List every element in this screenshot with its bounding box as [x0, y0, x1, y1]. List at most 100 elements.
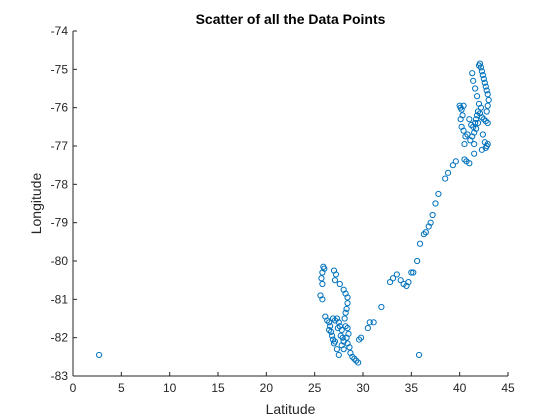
data-point	[471, 140, 478, 148]
data-point	[408, 269, 415, 276]
y-axis-ticks: -83 -82 -81 -80 -79 -78 -77 -76 -75 -74	[51, 24, 77, 383]
plot-area	[73, 31, 508, 376]
data-point	[483, 87, 490, 94]
data-point	[478, 146, 485, 153]
data-point	[335, 351, 342, 359]
data-point	[473, 93, 481, 100]
chart-title: Scatter of all the Data Points	[196, 11, 386, 27]
data-point	[96, 351, 103, 359]
x-tick-label: 0	[70, 381, 77, 395]
data-point	[329, 336, 337, 343]
data-point	[462, 133, 469, 140]
data-point	[370, 319, 377, 326]
data-point	[364, 324, 371, 332]
data-point	[342, 309, 349, 316]
y-tick-label: -74	[51, 24, 69, 38]
data-point	[332, 271, 340, 278]
data-point	[483, 108, 490, 115]
data-point	[476, 60, 484, 67]
data-point	[331, 338, 339, 345]
data-point	[318, 275, 325, 282]
data-point	[397, 277, 404, 284]
y-axis-label: Longitude	[28, 173, 44, 235]
data-point	[435, 190, 442, 198]
data-point	[343, 305, 350, 313]
data-point	[416, 240, 424, 247]
data-point	[461, 156, 468, 163]
data-point	[472, 119, 479, 127]
data-point	[420, 231, 427, 238]
data-point	[471, 150, 478, 157]
data-point	[344, 294, 351, 301]
data-point	[346, 344, 353, 351]
data-point	[478, 68, 485, 75]
data-point	[477, 64, 485, 71]
data-point	[485, 96, 492, 104]
data-point	[484, 119, 491, 127]
data-point	[469, 70, 476, 77]
y-tick-label: -77	[51, 139, 69, 153]
data-point	[344, 300, 351, 307]
x-tick-label: 40	[453, 381, 467, 395]
data-point	[484, 102, 491, 109]
data-point	[342, 323, 349, 330]
data-point	[460, 102, 467, 109]
data-point	[319, 296, 326, 303]
data-point	[326, 319, 333, 326]
data-point	[477, 104, 485, 111]
data-point	[328, 328, 335, 336]
y-tick-label: -75	[51, 62, 69, 76]
data-point	[333, 346, 340, 353]
data-point	[480, 116, 487, 123]
data-point	[328, 332, 336, 339]
y-tick-label: -78	[51, 177, 69, 191]
data-point	[467, 137, 474, 144]
data-point	[444, 169, 452, 176]
data-point	[474, 108, 482, 115]
data-point	[422, 229, 429, 236]
data-point	[393, 271, 400, 278]
data-point	[442, 175, 449, 182]
data-point	[410, 269, 417, 276]
x-tick-label: 25	[308, 381, 322, 395]
y-tick-label: -81	[51, 292, 69, 306]
data-point	[335, 319, 342, 326]
x-tick-label: 35	[405, 381, 419, 395]
data-point	[337, 332, 344, 339]
data-point	[353, 357, 360, 364]
data-point	[327, 323, 334, 330]
data-point	[349, 353, 356, 360]
data-point	[479, 71, 486, 79]
data-point	[461, 140, 468, 148]
data-point	[427, 219, 434, 226]
data-point	[482, 83, 489, 90]
x-axis-ticks: 0 5 10 15 20 25 30 35 40 45	[70, 372, 515, 395]
data-point	[329, 315, 337, 322]
x-tick-label: 5	[118, 381, 125, 395]
data-point	[319, 280, 326, 288]
data-point	[432, 200, 439, 207]
data-point	[319, 269, 326, 276]
data-point	[472, 85, 479, 92]
data-point	[478, 114, 485, 121]
data-point	[341, 315, 348, 322]
data-point	[474, 119, 482, 127]
data-point	[449, 162, 456, 169]
data-point	[466, 160, 473, 167]
data-point	[366, 319, 373, 326]
data-point	[338, 326, 345, 334]
x-tick-label: 30	[356, 381, 370, 395]
x-axis-label: Latitude	[266, 401, 316, 417]
data-point	[343, 334, 350, 341]
x-tick-label: 15	[211, 381, 225, 395]
data-point	[480, 75, 487, 83]
data-point	[339, 334, 346, 341]
data-point	[470, 77, 477, 84]
data-point	[336, 280, 343, 288]
y-tick-label: -80	[51, 254, 69, 268]
data-point	[389, 275, 397, 282]
data-point	[378, 303, 385, 311]
data-point	[405, 278, 412, 286]
data-point	[326, 326, 333, 334]
